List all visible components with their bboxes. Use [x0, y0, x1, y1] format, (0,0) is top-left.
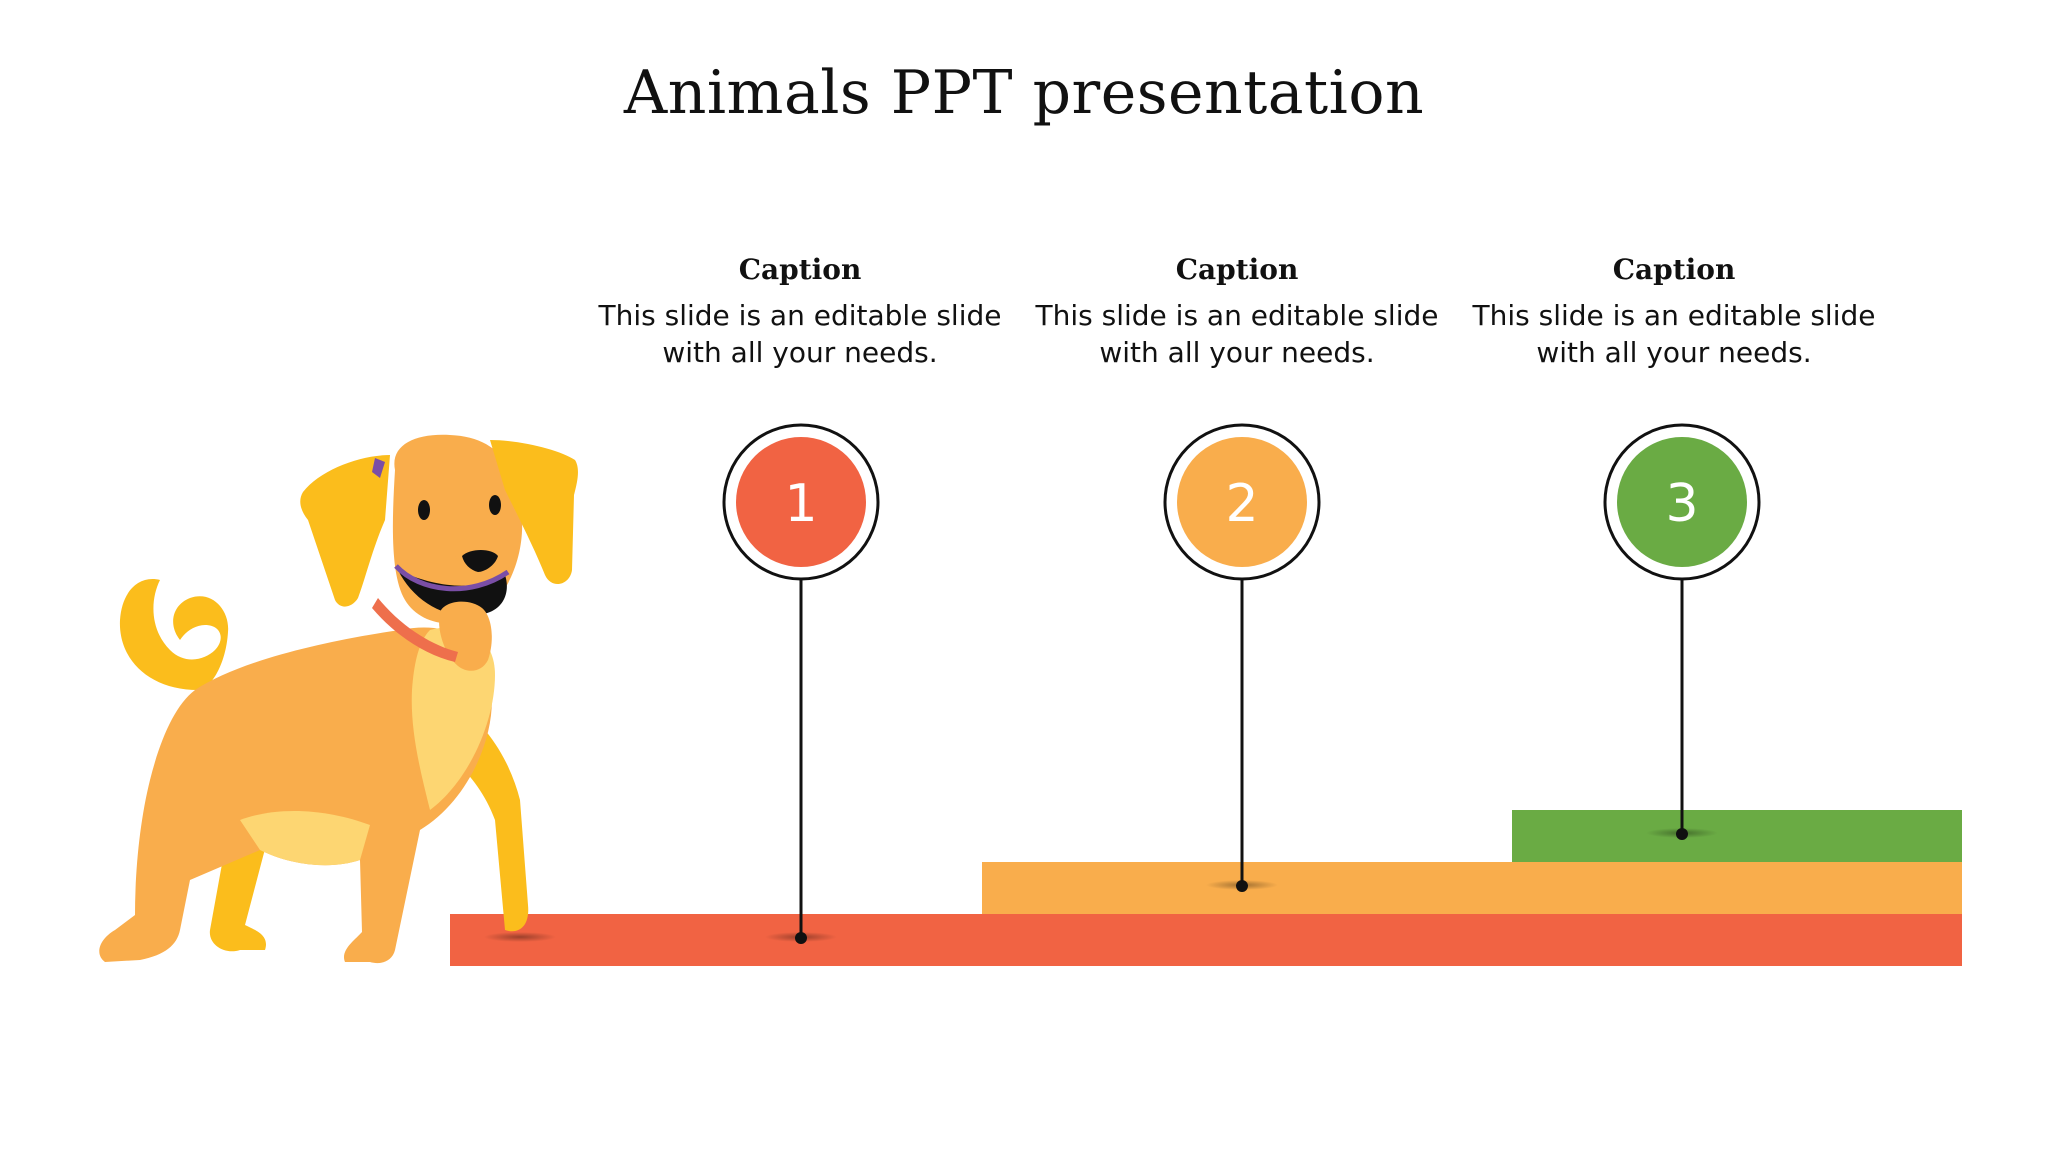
- dog-belly: [240, 810, 370, 866]
- step-marker-2: 2: [1163, 423, 1321, 581]
- pin-dot: [1676, 828, 1688, 840]
- caption-text: This slide is an editable slide with all…: [598, 299, 1002, 369]
- caption-block-3: Caption This slide is an editable slide …: [1454, 253, 1894, 371]
- caption-title: Caption: [1612, 253, 1736, 286]
- caption-text: This slide is an editable slide with all…: [1035, 299, 1439, 369]
- pin-dot: [795, 932, 807, 944]
- step-number: 1: [784, 474, 817, 534]
- dog-mouth: [398, 570, 507, 616]
- dog-body: [99, 627, 492, 964]
- step-bar-2: [982, 862, 1962, 915]
- caption-title: Caption: [738, 253, 862, 286]
- caption-block-1: Caption This slide is an editable slide …: [580, 253, 1020, 371]
- caption-text: This slide is an editable slide with all…: [1472, 299, 1876, 369]
- dog-eye: [418, 500, 430, 520]
- dog-ear-inner: [372, 458, 385, 478]
- dog-lip: [394, 564, 510, 592]
- dog-nose: [462, 550, 498, 572]
- step-marker-1: 1: [722, 423, 880, 581]
- slide-title: Animals PPT presentation: [623, 58, 1425, 128]
- dog-eye: [489, 495, 501, 515]
- dog-head: [392, 434, 523, 624]
- step-marker-3: 3: [1603, 423, 1761, 581]
- dog-chest: [411, 627, 495, 810]
- pin-shadow: [484, 932, 556, 942]
- dog-ear-left: [300, 455, 390, 607]
- step-number: 3: [1665, 474, 1698, 534]
- step-bar-3: [1512, 810, 1962, 863]
- dog-tail: [119, 579, 229, 690]
- pin-dot: [1236, 880, 1248, 892]
- caption-title: Caption: [1175, 253, 1299, 286]
- dog-icon: [99, 434, 578, 964]
- step-number: 2: [1225, 474, 1258, 534]
- caption-block-2: Caption This slide is an editable slide …: [1017, 253, 1457, 371]
- step-bar-1: [450, 914, 1962, 966]
- dog-ear-right: [490, 440, 578, 585]
- dog-collar: [372, 598, 458, 662]
